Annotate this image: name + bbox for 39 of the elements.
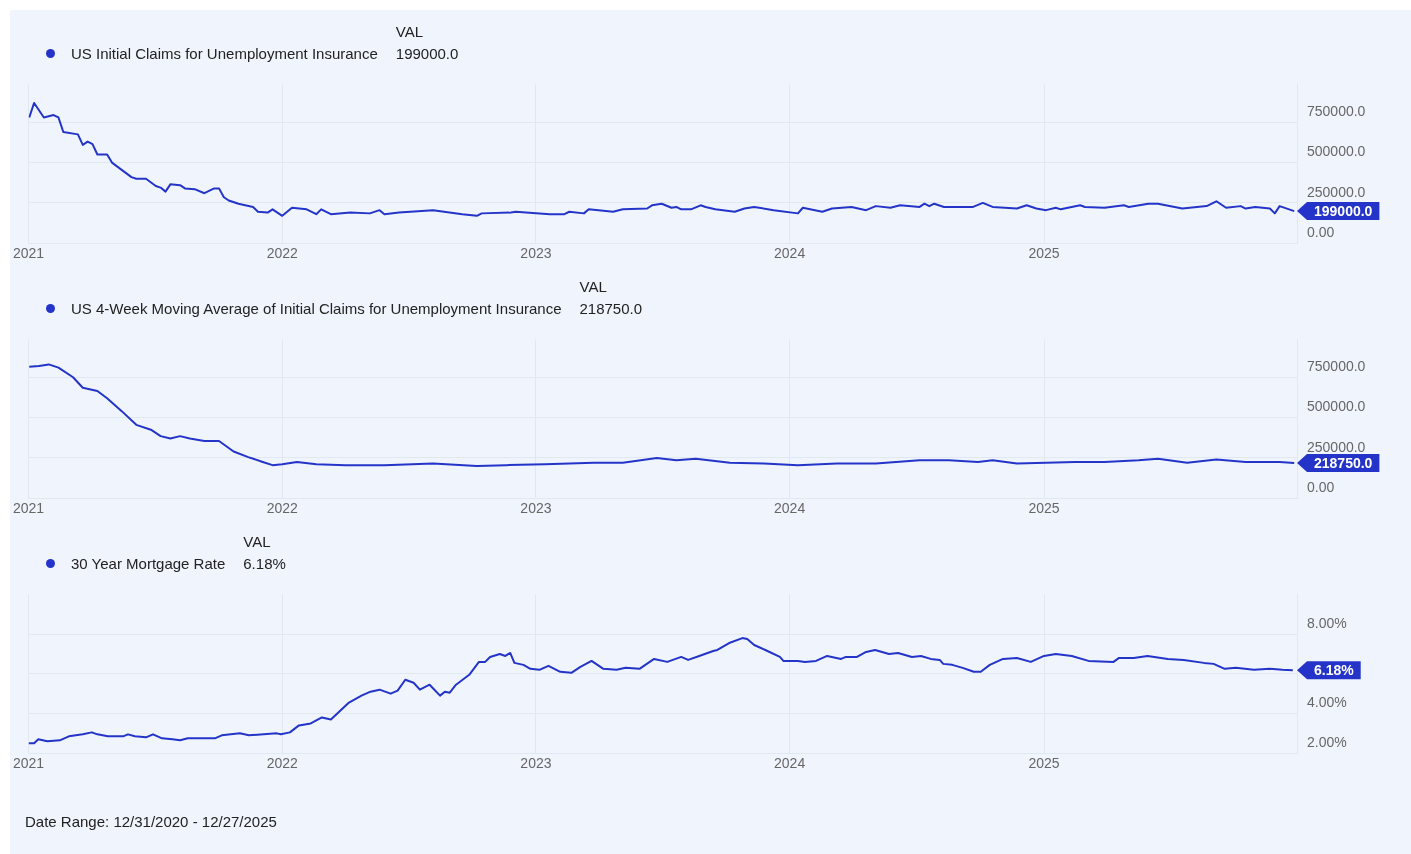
legend-label: US Initial Claims for Unemployment Insurance	[71, 44, 378, 62]
legend-title: VAL	[395, 22, 425, 40]
y-tick-label: 8.00%	[1307, 614, 1347, 631]
x-tick-label: 2025	[1028, 245, 1060, 262]
y-tick-label: 250000.0	[1307, 183, 1366, 200]
y-tick-label: 500000.0	[1307, 143, 1366, 160]
legend-label: 30 Year Mortgage Rate	[71, 554, 226, 572]
x-tick-label: 2021	[12, 755, 45, 772]
text: 199000.0	[395, 44, 459, 62]
x-tick-label: 2025	[1028, 500, 1060, 517]
y-tick-label: 250000.0	[1307, 438, 1366, 455]
y-tick-label: 0.00	[1307, 224, 1335, 241]
y-tick-label: 4.00%	[1307, 694, 1347, 711]
x-tick-label: 2023	[520, 245, 552, 262]
x-tick-label: 2024	[774, 500, 806, 517]
x-tick-label: 2024	[774, 245, 806, 262]
legend-title: VAL	[243, 532, 272, 550]
annotation: 6.18%	[1314, 662, 1355, 679]
text: 218750.0	[579, 299, 643, 317]
legend-label: US 4-Week Moving Average of Initial Claims for Unemployment Insurance	[71, 299, 562, 317]
x-tick-label: 2021	[12, 500, 45, 517]
x-tick-label: 2025	[1028, 755, 1060, 772]
y-tick-label: 750000.0	[1307, 103, 1366, 120]
x-tick-label: 2023	[520, 755, 552, 772]
text: Date Range: 12/31/2020 - 12/27/2025	[25, 813, 278, 830]
y-tick-label: 2.00%	[1307, 734, 1347, 751]
x-tick-label: 2023	[520, 500, 552, 517]
annotation: 199000.0	[1314, 202, 1373, 219]
legend-title: VAL	[579, 277, 608, 295]
x-tick-label: 2022	[266, 245, 299, 262]
y-tick-label: 500000.0	[1307, 398, 1366, 415]
x-tick-label: 2022	[266, 500, 299, 517]
x-tick-label: 2024	[774, 755, 806, 772]
x-tick-label: 2021	[12, 245, 45, 262]
y-tick-label: 0.00	[1307, 479, 1335, 496]
y-tick-label: 750000.0	[1307, 358, 1366, 375]
x-tick-label: 2022	[266, 755, 299, 772]
text: 6.18%	[243, 554, 286, 572]
annotation: 218750.0	[1314, 454, 1373, 471]
